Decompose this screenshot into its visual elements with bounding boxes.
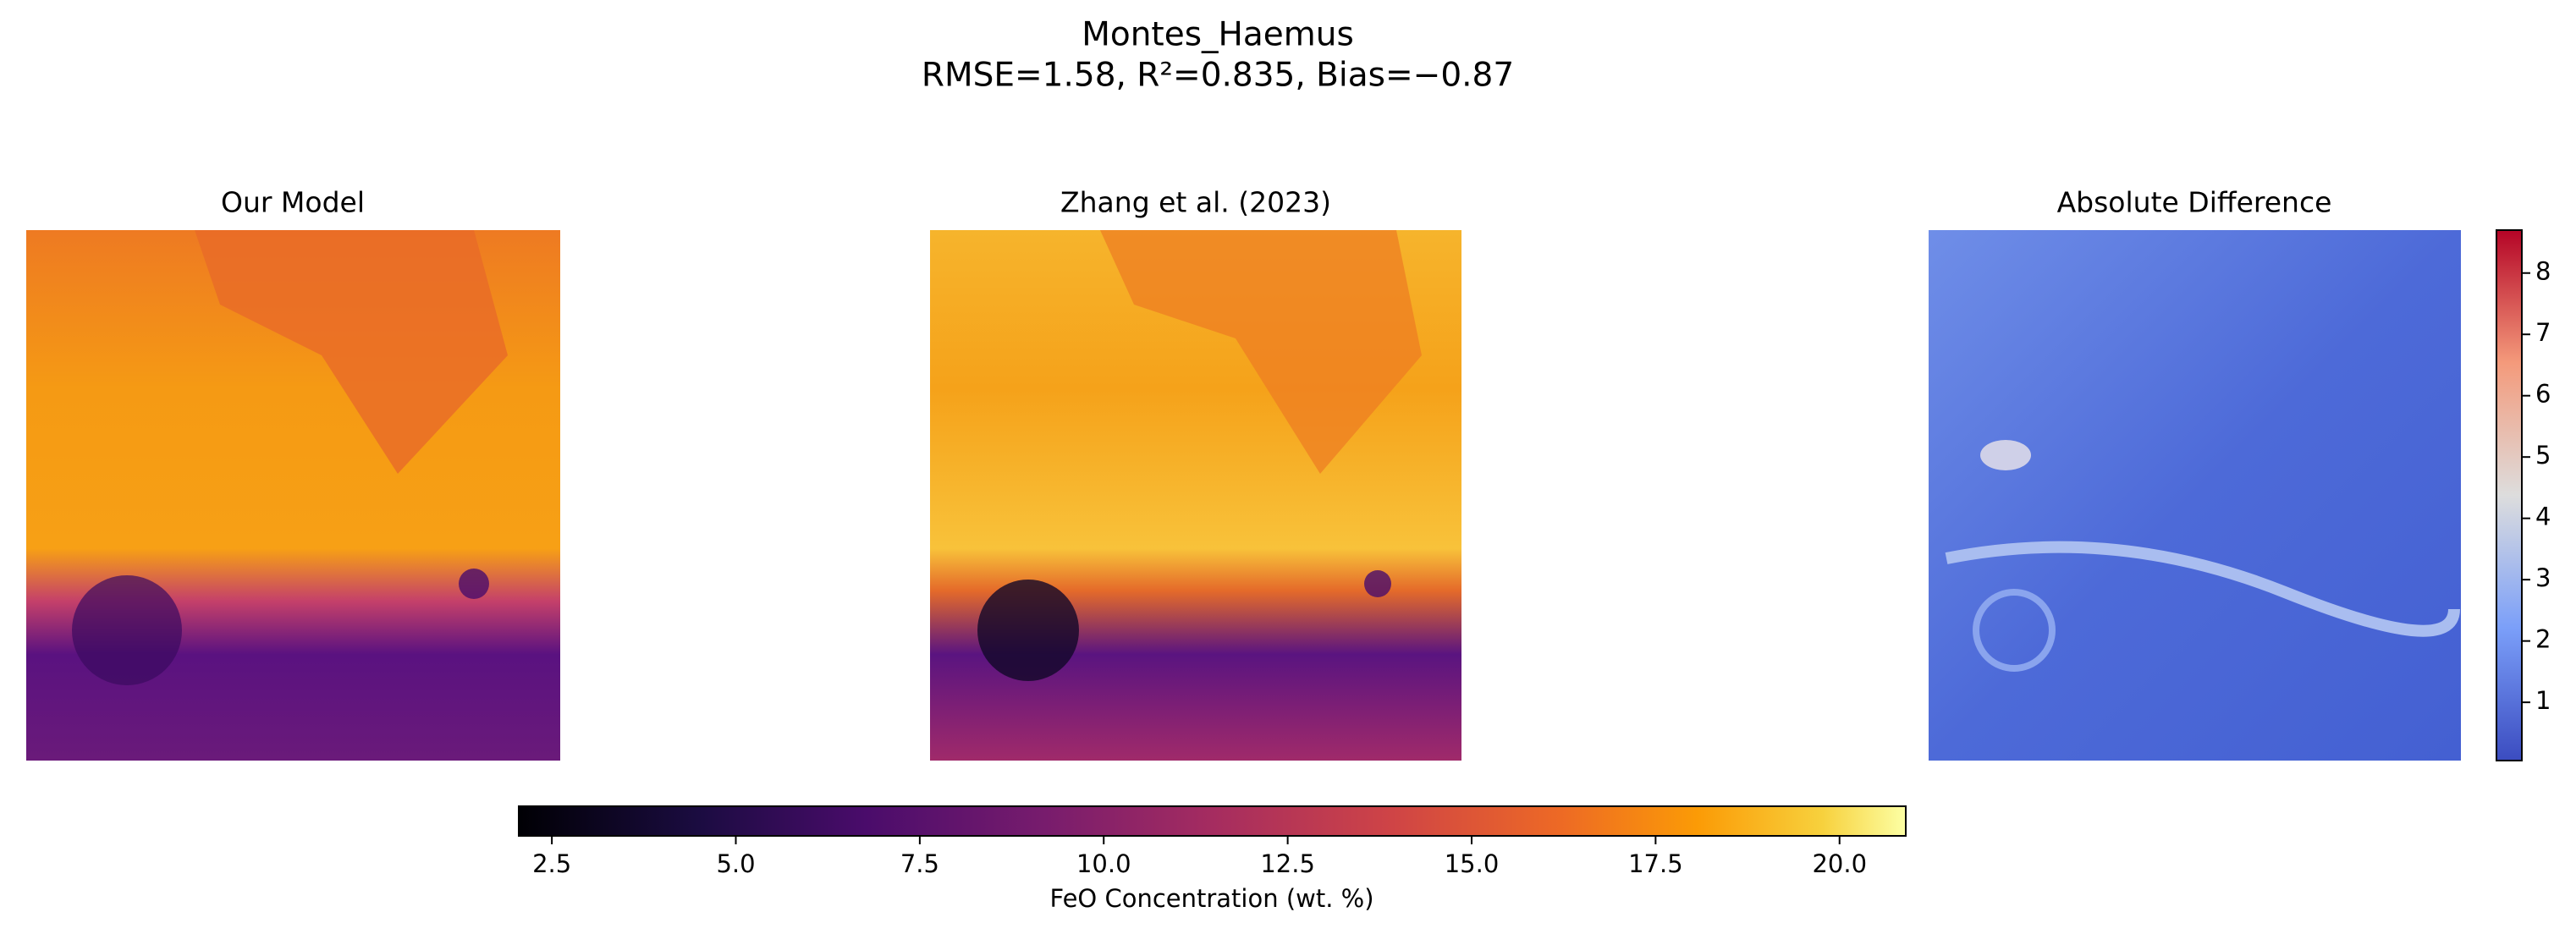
tick-label: 2 [2535,625,2551,654]
tick-label: 12.5 [1260,849,1315,878]
panel-model: Our Model [26,186,560,761]
map-region [1100,230,1422,474]
map-region [195,230,508,474]
tick-label: 1 [2535,686,2551,715]
tick-label: 5.0 [716,849,755,878]
crater [459,569,489,599]
tick-label: 7.5 [900,849,939,878]
figure-title: Montes_Haemus [1082,16,1354,54]
crater [1364,570,1391,597]
map-region [1980,440,2031,470]
panel-title: Absolute Difference [2057,186,2332,219]
crater [977,580,1079,681]
tick-label: 17.5 [1628,849,1683,878]
tick-label: 8 [2535,257,2551,286]
map-image [1929,230,2461,761]
crater [72,575,182,685]
figure-subtitle: RMSE=1.58, R²=0.835, Bias=−0.87 [922,57,1514,95]
panel-title: Our Model [221,186,365,219]
colorbar-label: FeO Concentration (wt. %) [1049,884,1373,913]
tick-label: 7 [2535,318,2551,347]
tick-label: 4 [2535,503,2551,531]
panel-title: Zhang et al. (2023) [1060,186,1331,219]
horizontal-colorbar: FeO Concentration (wt. %) 2.5 5.0 7.5 10.0 1… [518,805,1907,913]
colorbar-fill [518,805,1907,837]
colorbar-fill [2496,229,2523,761]
tick-label: 20.0 [1812,849,1867,878]
tick-label: 10.0 [1076,849,1131,878]
crater [1973,589,2056,672]
tick-label: 5 [2535,441,2551,470]
tick-label: 2.5 [532,849,571,878]
tick-label: 3 [2535,563,2551,592]
vertical-colorbar: 1 2 3 4 5 6 7 8 [2496,229,2551,761]
tick-label: 6 [2535,380,2551,409]
map-region [1945,541,2460,637]
tick-label: 15.0 [1445,849,1500,878]
panel-reference: Zhang et al. (2023) [930,186,1461,761]
panel-difference: Absolute Difference [1929,186,2461,761]
